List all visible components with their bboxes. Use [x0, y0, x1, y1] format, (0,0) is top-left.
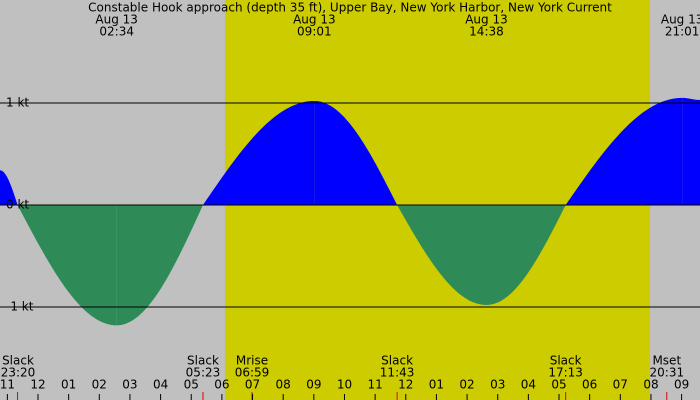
y-tick-label: 0 kt — [6, 198, 29, 212]
event-time: 06:59 — [235, 366, 270, 380]
x-tick-label: 06 — [214, 378, 229, 392]
x-tick-label: 08 — [643, 378, 658, 392]
x-tick-label: 04 — [153, 378, 168, 392]
ebb-area — [116, 205, 203, 326]
peak-time: 02:34 — [99, 25, 134, 39]
event-time: 17:13 — [548, 366, 583, 380]
x-tick-label: 09 — [306, 378, 321, 392]
event-time: 05:23 — [186, 366, 221, 380]
event-label: Slack — [187, 354, 219, 368]
ebb-area — [486, 205, 566, 305]
event-time: 23:20 — [1, 366, 36, 380]
peak-time: 09:01 — [297, 25, 332, 39]
flood-area — [565, 97, 683, 205]
chart-title: Constable Hook approach (depth 35 ft), U… — [88, 1, 612, 15]
x-tick-label: 11 — [367, 378, 382, 392]
x-tick-label: 04 — [521, 378, 536, 392]
peak-time: 21:01 — [665, 25, 700, 39]
x-tick-label: 12 — [398, 378, 413, 392]
event-label: Mset — [652, 354, 681, 368]
event-label: Slack — [550, 354, 582, 368]
ebb-area — [397, 205, 487, 305]
x-tick-label: 09 — [674, 378, 689, 392]
x-tick-label: 11 — [0, 378, 15, 392]
peak-date: Aug 13 — [293, 13, 336, 27]
peak-date: Aug 13 — [95, 13, 138, 27]
event-time: 11:43 — [380, 366, 415, 380]
x-tick-label: 03 — [122, 378, 137, 392]
x-tick-label: 05 — [551, 378, 566, 392]
x-tick-label: 01 — [429, 378, 444, 392]
x-tick-label: 01 — [61, 378, 76, 392]
x-tick-label: 10 — [337, 378, 352, 392]
peak-date: Aug 13 — [661, 13, 700, 27]
x-tick-label: 06 — [582, 378, 597, 392]
x-tick-label: 02 — [92, 378, 107, 392]
event-label: Slack — [381, 354, 413, 368]
flood-area — [314, 100, 398, 205]
x-tick-label: 12 — [30, 378, 45, 392]
peak-date: Aug 13 — [465, 13, 508, 27]
peak-time: 14:38 — [469, 25, 504, 39]
x-tick-label: 08 — [276, 378, 291, 392]
x-tick-label: 03 — [490, 378, 505, 392]
flood-area — [202, 100, 315, 205]
x-tick-label: 02 — [459, 378, 474, 392]
y-tick-label: 1 kt — [6, 96, 29, 110]
event-label: Slack — [2, 354, 34, 368]
x-tick-label: 07 — [245, 378, 260, 392]
flood-area — [682, 97, 700, 205]
y-tick-label: -1 kt — [6, 300, 34, 314]
x-tick-label: 07 — [613, 378, 628, 392]
ebb-area — [17, 205, 117, 326]
event-time: 20:31 — [650, 366, 685, 380]
flood-area — [0, 170, 18, 205]
event-label: Mrise — [236, 354, 268, 368]
x-tick-label: 05 — [184, 378, 199, 392]
